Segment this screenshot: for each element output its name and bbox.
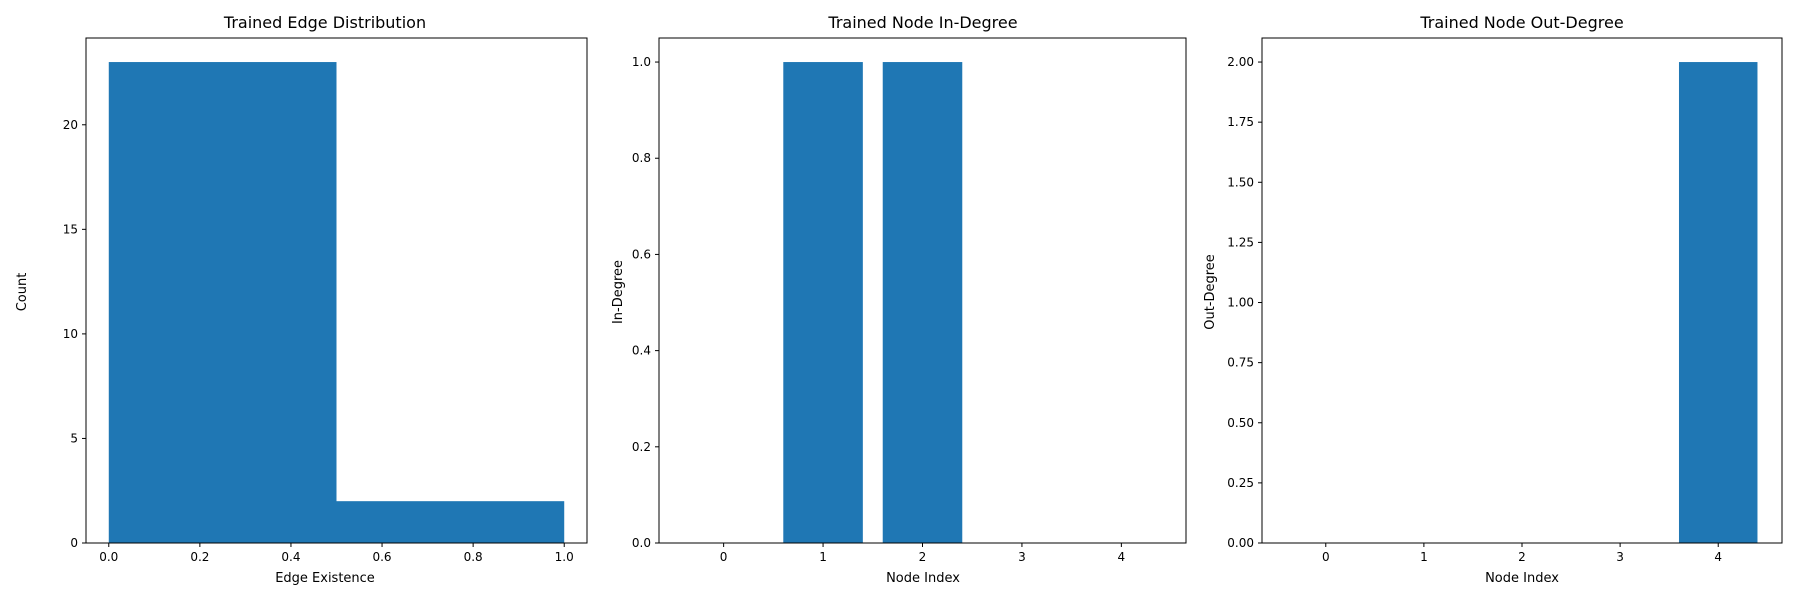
x-tick-label: 0.0 xyxy=(99,550,118,564)
y-tick-label: 2.00 xyxy=(1227,55,1254,69)
y-axis-label: Out-Degree xyxy=(1203,254,1218,330)
x-tick-label: 3 xyxy=(1616,550,1624,564)
y-tick-label: 0.75 xyxy=(1227,356,1254,370)
edge-distribution-panel: Trained Edge Distribution 0.0 0.2 0.4 0.6 0.… xyxy=(15,13,588,586)
x-axis-label: Node Index xyxy=(1485,571,1559,586)
plot-area: 0.0 0.2 0.4 0.6 0.8 1.0 0 5 10 15 20 xyxy=(63,37,588,564)
plot-area: 0 1 2 3 4 0.00 0.25 0.50 0.75 1.00 1.25 1.50 1.75 2.0… xyxy=(1227,37,1783,564)
x-tick-label: 3 xyxy=(1018,550,1026,564)
bar xyxy=(783,62,863,544)
x-axis-label: Node Index xyxy=(886,571,960,586)
x-tick-label: 0.2 xyxy=(190,550,209,564)
y-tick-label: 10 xyxy=(63,327,78,341)
y-tick-label: 0.50 xyxy=(1227,416,1254,430)
y-tick-label: 0.0 xyxy=(632,536,651,550)
y-tick-label: 1.00 xyxy=(1227,296,1254,310)
x-tick-label: 0 xyxy=(720,550,728,564)
y-tick-label: 0.00 xyxy=(1227,536,1254,550)
bar xyxy=(1678,62,1758,544)
x-axis-label: Edge Existence xyxy=(275,571,375,586)
y-tick-label: 0.25 xyxy=(1227,476,1254,490)
plot-area: 0 1 2 3 4 0.0 0.2 0.4 0.6 0.8 1.0 xyxy=(632,37,1187,564)
y-axis-label: In-Degree xyxy=(611,260,626,324)
y-tick-label: 0.4 xyxy=(632,344,651,358)
y-tick-label: 15 xyxy=(63,222,78,236)
y-tick-label: 0.8 xyxy=(632,151,651,165)
y-tick-label: 0 xyxy=(70,536,78,550)
y-tick-label: 1.25 xyxy=(1227,235,1254,249)
x-tick-label: 0.4 xyxy=(281,550,300,564)
y-tick-label: 20 xyxy=(63,118,78,132)
bar xyxy=(882,62,963,544)
x-tick-label: 0.8 xyxy=(464,550,483,564)
x-tick-label: 2 xyxy=(1518,550,1526,564)
y-tick-label: 0.2 xyxy=(632,440,651,454)
in-degree-panel: Trained Node In-Degree 0 1 2 3 4 0.0 0.2 0.4 0.6… xyxy=(611,13,1187,586)
chart-title: Trained Edge Distribution xyxy=(223,13,426,32)
y-tick-label: 0.6 xyxy=(632,247,651,261)
x-tick-label: 1 xyxy=(1420,550,1428,564)
out-degree-panel: Trained Node Out-Degree 0 1 2 3 4 0.00 0.25 0.5… xyxy=(1203,13,1783,586)
x-tick-label: 4 xyxy=(1118,550,1126,564)
x-tick-label: 0 xyxy=(1322,550,1330,564)
x-tick-label: 1.0 xyxy=(555,550,574,564)
x-tick-label: 0.6 xyxy=(372,550,391,564)
y-tick-label: 5 xyxy=(70,431,78,445)
y-tick-label: 1.0 xyxy=(632,55,651,69)
x-tick-label: 2 xyxy=(919,550,927,564)
histogram-bar xyxy=(336,501,565,543)
histogram-bar xyxy=(108,62,337,544)
x-tick-label: 1 xyxy=(819,550,827,564)
y-tick-label: 1.50 xyxy=(1227,175,1254,189)
chart-title: Trained Node In-Degree xyxy=(827,13,1017,32)
plot-frame xyxy=(85,37,588,544)
x-tick-label: 4 xyxy=(1714,550,1722,564)
y-tick-label: 1.75 xyxy=(1227,115,1254,129)
y-axis-label: Count xyxy=(15,273,30,312)
chart-title: Trained Node Out-Degree xyxy=(1419,13,1623,32)
